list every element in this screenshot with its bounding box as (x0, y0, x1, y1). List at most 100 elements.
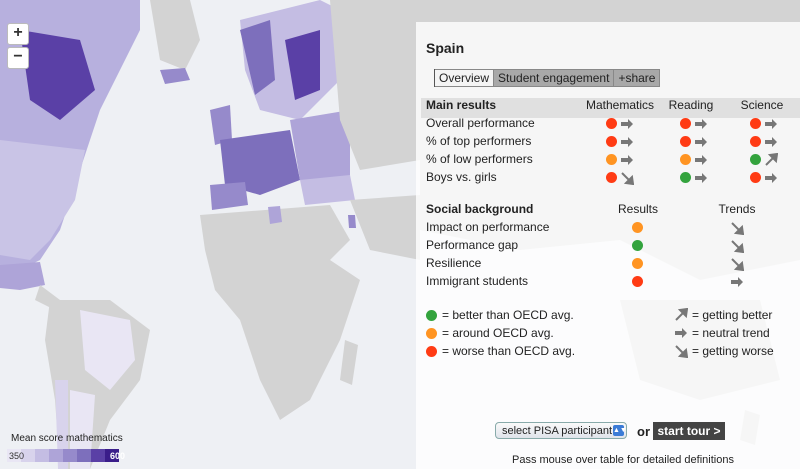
trend-neutral-icon (731, 277, 743, 287)
scale-swatch (35, 449, 49, 462)
north-africa (200, 205, 350, 260)
legend-better: = better than OECD avg. (442, 308, 574, 322)
tunisia (268, 206, 282, 224)
main-row-label: Boys vs. girls (426, 170, 497, 184)
trend-worse-icon (731, 240, 744, 253)
col-trends: Trends (718, 202, 756, 216)
country-title: Spain (426, 40, 465, 56)
israel (348, 215, 356, 228)
col-results: Results (617, 202, 658, 216)
canada-east (20, 30, 95, 120)
trend-worse-icon (731, 258, 744, 271)
start-tour-button[interactable]: start tour > (653, 422, 725, 440)
trend-neutral-icon (695, 119, 707, 129)
social-result-dot (632, 258, 643, 269)
arrow-neutral-icon (675, 328, 687, 338)
hint-text: Pass mouse over table for detailed defin… (512, 454, 734, 466)
russia (330, 0, 420, 170)
usa (0, 140, 85, 260)
result-dot (750, 118, 761, 129)
legend-getting-better: = getting better (692, 308, 773, 322)
tab-share[interactable]: +share (614, 69, 661, 87)
social-row-label: Immigrant students (426, 274, 529, 288)
main-row-label: % of low performers (426, 152, 533, 166)
result-dot (606, 136, 617, 147)
trend-neutral-icon (621, 119, 633, 129)
tab-bar: Overview Student engagement +share (434, 69, 661, 87)
turkey (300, 175, 355, 205)
scale-swatch (77, 449, 91, 462)
scale-swatch (7, 449, 21, 462)
trend-neutral-icon (695, 173, 707, 183)
uk (210, 105, 232, 145)
results-header-shade (421, 98, 800, 118)
chile (55, 380, 68, 469)
iceland (160, 68, 190, 84)
finland (285, 30, 320, 100)
result-dot (680, 154, 691, 165)
social-row-label: Resilience (426, 256, 482, 270)
zoom-out-button[interactable]: − (7, 47, 29, 69)
scale-swatch (49, 449, 63, 462)
result-dot (750, 154, 761, 165)
trend-neutral-icon (621, 155, 633, 165)
mexico (0, 262, 45, 290)
legend-neutral-trend: = neutral trend (692, 326, 770, 340)
legend-red-dot (426, 346, 437, 357)
trend-worse-icon (621, 172, 634, 185)
trend-neutral-icon (695, 137, 707, 147)
western-europe (220, 130, 300, 195)
legend-getting-worse: = getting worse (692, 344, 774, 358)
trend-worse-icon (731, 222, 744, 235)
social-row-label: Performance gap (426, 238, 519, 252)
col-science: Science (740, 98, 784, 112)
result-dot (750, 136, 761, 147)
participant-select-label: select PISA participant (502, 425, 613, 437)
social-result-dot (632, 276, 643, 287)
trend-neutral-icon (765, 137, 777, 147)
trend-neutral-icon (695, 155, 707, 165)
trend-better-icon (765, 153, 778, 166)
result-dot (680, 136, 691, 147)
result-dot (606, 172, 617, 183)
tab-overview[interactable]: Overview (435, 69, 495, 87)
result-dot (680, 172, 691, 183)
tab-student-engagement[interactable]: Student engagement (494, 69, 615, 87)
social-row-label: Impact on performance (426, 220, 550, 234)
arrow-better-icon (675, 308, 688, 321)
eastern-europe (290, 110, 350, 180)
arrow-worse-icon (675, 345, 688, 358)
result-dot (606, 154, 617, 165)
trend-neutral-icon (765, 173, 777, 183)
scale-title: Mean score mathematics (11, 433, 123, 444)
greenland (150, 0, 200, 70)
select-arrow-icon: ▲▼ (613, 425, 627, 436)
africa (205, 250, 360, 420)
trend-neutral-icon (765, 119, 777, 129)
col-mathematics: Mathematics (585, 98, 655, 112)
madagascar (340, 340, 358, 385)
scale-min-label: 350 (9, 451, 25, 461)
spain (210, 182, 248, 210)
scale-swatch (91, 449, 105, 462)
social-result-dot (632, 222, 643, 233)
legend-orange-dot (426, 328, 437, 339)
legend-worse: = worse than OECD avg. (442, 344, 576, 358)
legend-around: = around OECD avg. (442, 326, 554, 340)
participant-select[interactable]: select PISA participant ▲▼ (495, 422, 627, 439)
trend-neutral-icon (621, 137, 633, 147)
scale-max-label: 600 (110, 451, 126, 461)
result-dot (680, 118, 691, 129)
scale-swatch (21, 449, 35, 462)
legend-green-dot (426, 310, 437, 321)
zoom-in-button[interactable]: + (7, 23, 29, 45)
or-label: or (637, 424, 650, 439)
main-results-heading: Main results (426, 98, 497, 112)
result-dot (606, 118, 617, 129)
col-reading: Reading (668, 98, 714, 112)
main-row-label: Overall performance (426, 116, 535, 130)
social-result-dot (632, 240, 643, 251)
color-scale (7, 449, 119, 462)
country-panel: Spain Overview Student engagement +share… (416, 22, 800, 469)
scale-swatch (105, 449, 119, 462)
